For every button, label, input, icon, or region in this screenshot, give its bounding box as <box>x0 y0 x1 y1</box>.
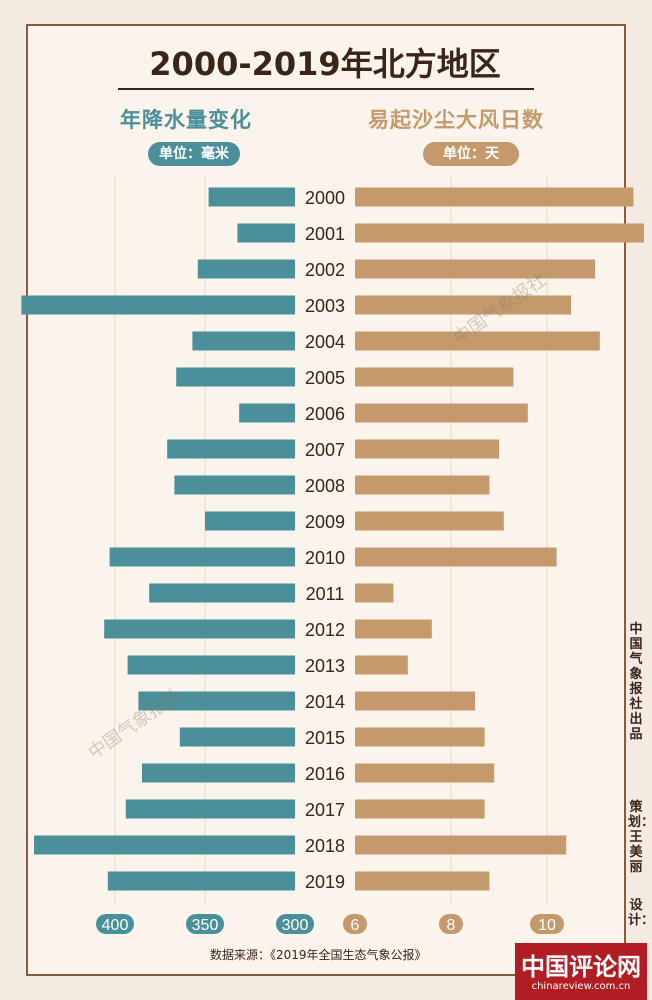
precip-tick-label: 350 <box>192 917 219 934</box>
year-label: 2011 <box>306 584 345 604</box>
precip-bar <box>149 583 295 603</box>
precip-header: 年降水量变化 <box>120 108 252 132</box>
precip-bar <box>239 403 295 423</box>
wind-bar <box>355 223 644 243</box>
precip-bar <box>21 295 296 315</box>
wind-tick-label-bg <box>530 914 564 934</box>
precip-bar <box>127 655 295 675</box>
wind-bar <box>355 799 485 819</box>
wind-bar <box>355 511 504 531</box>
wind-bar <box>355 727 485 747</box>
year-label: 2015 <box>305 728 345 748</box>
precip-bar <box>192 331 295 351</box>
year-label: 2018 <box>305 836 345 856</box>
wind-bar <box>355 403 528 423</box>
precip-bar <box>109 547 295 567</box>
precip-bar <box>167 439 295 459</box>
wind-bar <box>355 367 514 387</box>
title-underline <box>118 88 534 90</box>
wind-bar <box>355 619 432 639</box>
year-label: 2002 <box>305 260 345 280</box>
year-label: 2003 <box>305 296 345 316</box>
chart-title: 2000-2019年北方地区 <box>110 38 540 90</box>
precip-bar <box>142 763 295 783</box>
year-label: 2014 <box>305 692 345 712</box>
year-label: 2019 <box>305 872 345 892</box>
precip-tick-label: 400 <box>102 917 129 934</box>
precip-bar <box>104 619 295 639</box>
wind-tick-label: 10 <box>538 917 556 934</box>
brand-name: 中国评论网 <box>521 953 641 981</box>
wind-bar <box>355 763 495 783</box>
wind-bar <box>355 259 595 279</box>
wind-tick-label-bg <box>343 914 367 934</box>
wind-bar <box>355 835 567 855</box>
year-label: 2008 <box>305 476 345 496</box>
wind-bar <box>355 547 557 567</box>
precip-tick-label-bg <box>276 914 314 934</box>
precip-bar <box>208 187 295 207</box>
wind-bar <box>355 439 499 459</box>
wind-unit-badge: 单位：天 <box>423 142 519 166</box>
precip-bar <box>205 511 295 531</box>
year-label: 2001 <box>305 224 345 244</box>
precip-bar <box>179 727 295 747</box>
precip-bar <box>176 367 295 387</box>
wind-tick-label-bg <box>439 914 463 934</box>
wind-bar <box>355 331 600 351</box>
wind-tick-label: 6 <box>351 917 360 934</box>
precip-bar <box>174 475 295 495</box>
wind-bar <box>355 583 394 603</box>
brand-logo[interactable]: 中国评论网 chinareview.com.cn <box>515 943 647 1000</box>
credit-planner: 策划：王美丽 <box>628 800 652 875</box>
precip-bar <box>138 691 295 711</box>
precip-bar <box>125 799 295 819</box>
year-label: 2000 <box>305 188 345 208</box>
wind-bar <box>355 295 571 315</box>
year-label: 2004 <box>305 332 345 352</box>
precip-tick-label-bg <box>96 914 134 934</box>
year-label: 2013 <box>305 656 345 676</box>
year-label: 2006 <box>305 404 345 424</box>
year-label: 2010 <box>305 548 345 568</box>
precip-tick-label: 300 <box>282 917 309 934</box>
precip-unit-badge: 单位：毫米 <box>148 142 240 166</box>
precip-bar <box>34 835 295 855</box>
credit-publisher: 中国气象报社出品 <box>629 622 643 742</box>
brand-url: chinareview.com.cn <box>531 981 631 992</box>
precip-tick-label-bg <box>186 914 224 934</box>
year-label: 2007 <box>305 440 345 460</box>
year-label: 2009 <box>305 512 345 532</box>
data-source: 数据来源：《2019年全国生态气象公报》 <box>210 948 427 962</box>
year-label: 2012 <box>305 620 345 640</box>
wind-tick-label: 8 <box>447 917 456 934</box>
credit-designer: 设计： <box>628 898 652 928</box>
wind-bar <box>355 187 634 207</box>
year-label: 2017 <box>305 800 345 820</box>
year-label: 2016 <box>305 764 345 784</box>
wind-bar <box>355 655 408 675</box>
wind-bar <box>355 691 475 711</box>
precip-bar <box>197 259 295 279</box>
year-label: 2005 <box>305 368 345 388</box>
precip-bar <box>107 871 295 891</box>
precip-bar <box>237 223 295 243</box>
wind-bar <box>355 475 490 495</box>
wind-bar <box>355 871 490 891</box>
wind-header: 易起沙尘大风日数 <box>368 108 544 132</box>
